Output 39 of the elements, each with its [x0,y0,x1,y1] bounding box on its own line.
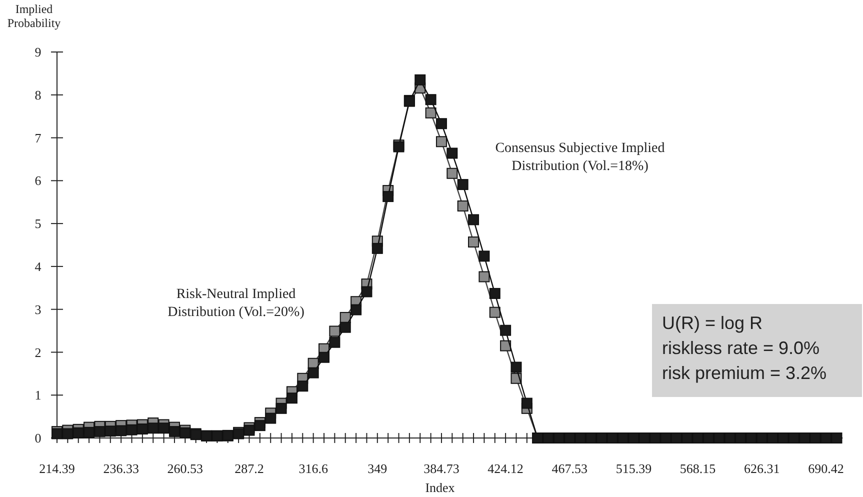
x-tick-label: 349 [368,461,388,476]
x-tick-label: 626.31 [744,461,780,476]
y-tick-label: 7 [34,130,42,146]
x-tick-label: 515.39 [616,461,652,476]
series-label: Consensus Subjective Implied Distribution (Vol.=18%) [495,141,665,174]
point [425,107,436,118]
annotation: risk premium = 3.2% [662,363,827,383]
x-tick-label: 384.73 [424,461,460,476]
series-label: Risk-Neutral Implied Distribution (Vol.=20%) [168,287,305,320]
y-tick-label: 2 [34,344,42,360]
x-tick-label: 287.2 [234,461,264,476]
point [500,340,512,352]
x-tick-label: 568.15 [680,461,716,476]
x-tick-label: 214.39 [39,461,75,476]
point [478,271,490,282]
y-tick-label: 4 [34,258,42,274]
y-tick-label: 0 [34,430,42,446]
point [446,168,458,179]
x-tick-label: 424.12 [488,461,524,476]
x-tick-label: 690.42 [808,461,844,476]
annotation: riskless rate = 9.0% [662,338,820,358]
x-tick-label: 316.6 [298,461,328,476]
y-tick-label: 3 [34,302,42,317]
y-tick-label: 6 [34,173,42,188]
x-axis-title: Index [425,480,456,495]
point [468,236,480,248]
x-tick-label: 260.53 [167,461,204,476]
x-tick-label: 236.33 [103,461,139,476]
x-tick-label: 467.53 [552,461,588,476]
point [329,326,340,337]
point [436,136,447,148]
annotation: U(R) = log R [662,313,763,333]
y-tick-label: 9 [34,44,42,60]
y-tick-label: 5 [34,216,42,232]
point [457,200,468,212]
y-tick-label: 8 [34,87,42,102]
point [489,306,500,318]
y-tick-label: 1 [34,388,42,403]
y-axis-title: Implied Probability [7,2,61,30]
